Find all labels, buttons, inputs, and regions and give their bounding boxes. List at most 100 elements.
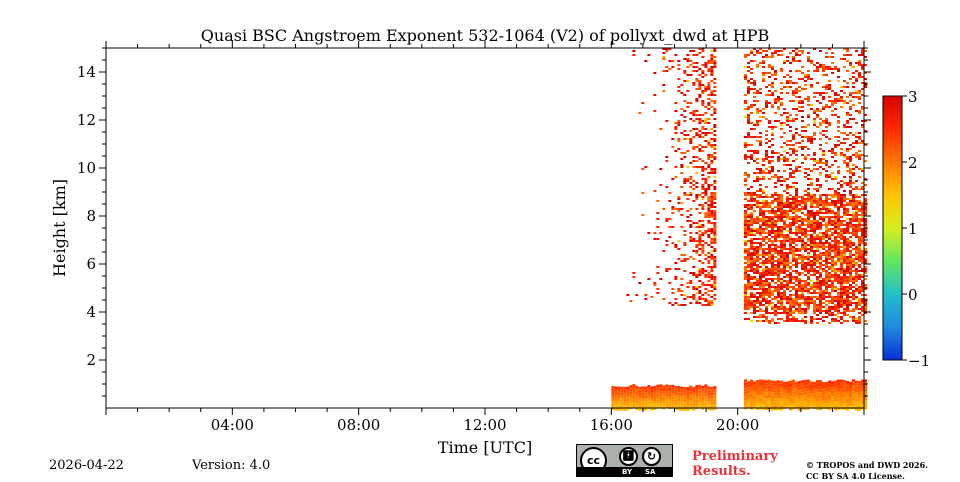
pixel — [713, 180, 717, 182]
pixel — [749, 218, 753, 220]
pixel — [863, 270, 867, 272]
pixel — [707, 70, 711, 72]
pixel — [632, 50, 636, 52]
pixel — [794, 238, 798, 240]
pixel — [704, 274, 708, 276]
pixel — [665, 399, 669, 403]
pixel — [854, 194, 858, 196]
pixel — [818, 66, 822, 68]
pixel — [683, 130, 687, 132]
pixel — [821, 92, 825, 94]
pixel — [848, 114, 852, 116]
pixel — [758, 210, 762, 212]
pixel — [812, 270, 816, 272]
pixel — [860, 284, 864, 286]
pixel — [791, 294, 795, 296]
pixel — [794, 96, 798, 98]
pixel — [788, 246, 792, 248]
pixel — [764, 154, 768, 156]
pixel — [758, 196, 762, 198]
pixel — [833, 389, 837, 393]
pixel — [758, 218, 762, 220]
pixel — [713, 182, 717, 184]
pixel — [782, 268, 786, 270]
pixel — [845, 198, 849, 200]
pixel — [689, 302, 693, 304]
pixel — [857, 228, 861, 230]
pixel — [848, 258, 852, 260]
pixel — [770, 218, 774, 220]
pixel — [854, 50, 858, 52]
pixel — [857, 102, 861, 104]
pixel — [641, 389, 645, 393]
pixel — [860, 391, 864, 395]
pixel — [695, 156, 699, 158]
pixel — [824, 196, 828, 198]
pixel — [824, 310, 828, 312]
pixel — [854, 276, 858, 278]
pixel — [758, 140, 762, 142]
pixel — [698, 238, 702, 240]
pixel — [710, 276, 714, 278]
pixel — [743, 54, 747, 56]
pixel — [839, 394, 843, 398]
pixel — [785, 282, 789, 284]
pixel — [824, 304, 828, 306]
pixel — [830, 102, 834, 104]
pixel — [848, 64, 852, 66]
pixel — [764, 258, 768, 260]
pixel — [683, 407, 687, 411]
pixel — [692, 66, 696, 68]
pixel — [755, 92, 759, 94]
pixel — [791, 202, 795, 204]
pixel — [812, 310, 816, 312]
pixel — [854, 278, 858, 280]
pixel — [797, 50, 801, 52]
pixel — [710, 386, 714, 390]
pixel — [818, 184, 822, 186]
pixel — [692, 398, 696, 402]
pixel — [794, 158, 798, 160]
pixel — [776, 200, 780, 202]
pixel — [710, 258, 714, 260]
pixel — [860, 168, 864, 170]
pixel — [809, 384, 813, 388]
pixel — [833, 383, 837, 387]
pixel — [788, 80, 792, 82]
pixel — [773, 214, 777, 216]
pixel — [698, 48, 702, 50]
pixel — [680, 92, 684, 94]
pixel — [809, 393, 813, 397]
pixel — [860, 76, 864, 78]
pixel — [812, 238, 816, 240]
pixel — [764, 284, 768, 286]
pixel — [767, 312, 771, 314]
pixel — [824, 400, 828, 404]
pixel — [812, 226, 816, 228]
pixel — [692, 392, 696, 396]
pixel — [746, 387, 750, 391]
pixel — [782, 220, 786, 222]
pixel — [833, 226, 837, 228]
pixel — [824, 316, 828, 318]
pixel — [773, 52, 777, 54]
pixel — [812, 230, 816, 232]
pixel — [746, 298, 750, 300]
pixel — [797, 238, 801, 240]
pixel — [818, 404, 822, 408]
pixel — [767, 244, 771, 246]
pixel — [743, 403, 747, 407]
pixel — [830, 220, 834, 222]
pixel — [743, 236, 747, 238]
pixel — [833, 178, 837, 180]
pixel — [758, 308, 762, 310]
pixel — [803, 266, 807, 268]
pixel — [788, 144, 792, 146]
pixel — [821, 64, 825, 66]
pixel — [803, 320, 807, 322]
pixel — [752, 238, 756, 240]
pixel — [788, 294, 792, 296]
pixel — [791, 260, 795, 262]
pixel — [626, 398, 630, 402]
pixel — [746, 240, 750, 242]
